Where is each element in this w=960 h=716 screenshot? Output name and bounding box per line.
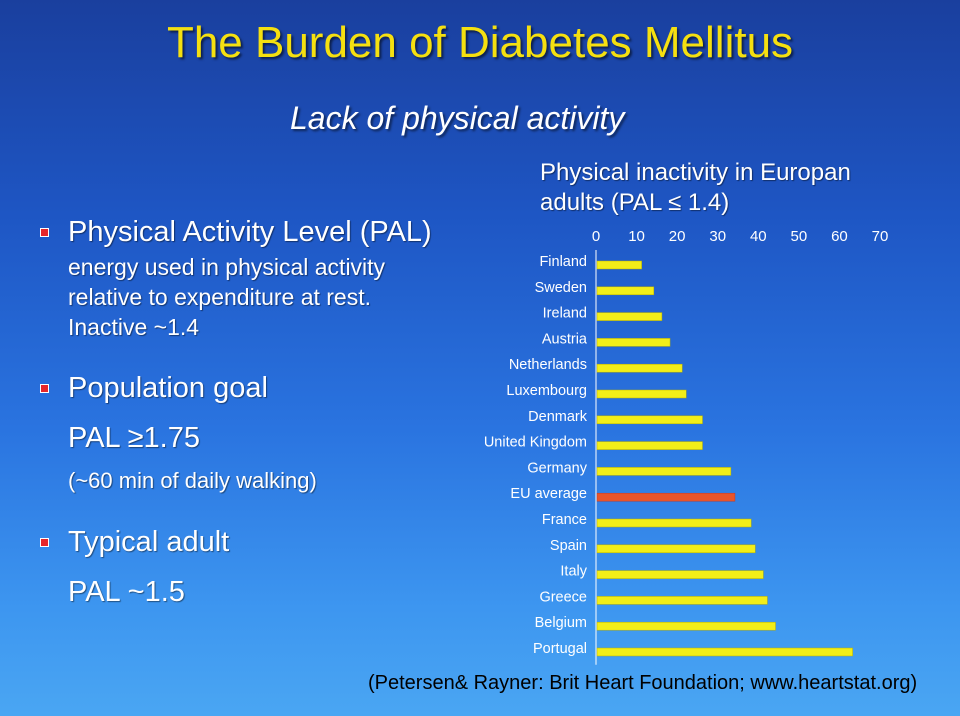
bar <box>596 518 752 528</box>
bar <box>596 441 703 450</box>
category-label: Germany <box>527 460 587 476</box>
category-label: Sweden <box>535 280 587 296</box>
category-label: France <box>542 512 587 528</box>
category-label: Greece <box>539 589 587 605</box>
bullet-icon <box>40 384 49 393</box>
category-label: Portugal <box>533 641 587 657</box>
x-tick-label: 0 <box>592 228 600 245</box>
x-tick-label: 40 <box>750 228 767 245</box>
x-tick-label: 50 <box>791 228 808 245</box>
bar <box>596 338 671 347</box>
pal-heading: Physical Activity Level (PAL) <box>68 216 432 248</box>
bar <box>596 415 703 425</box>
pal-description-1: energy used in physical activity <box>68 254 386 280</box>
x-tick-label: 20 <box>669 228 686 245</box>
category-label: Denmark <box>528 409 588 425</box>
slide-title: The Burden of Diabetes Mellitus <box>166 18 794 67</box>
bar <box>596 596 768 605</box>
category-label: Belgium <box>535 615 587 631</box>
bar <box>596 363 683 373</box>
bar <box>596 312 663 321</box>
adult-value: PAL ~1.5 <box>68 576 185 608</box>
slide-subtitle: Lack of physical activity <box>290 100 625 136</box>
bullet-icon <box>40 538 49 547</box>
category-label: Finland <box>539 254 587 270</box>
bar <box>596 467 732 476</box>
citation: (Petersen& Rayner: Brit Heart Foundation… <box>368 672 918 694</box>
bar <box>596 544 756 554</box>
chart-title-line-1: Physical inactivity in Europan <box>540 159 851 186</box>
x-tick-label: 10 <box>628 228 645 245</box>
category-label: Spain <box>550 538 587 554</box>
x-tick-label: 30 <box>709 228 726 245</box>
adult-heading: Typical adult <box>68 526 230 558</box>
goal-note: (~60 min of daily walking) <box>68 468 317 493</box>
category-label: Ireland <box>543 306 587 322</box>
goal-heading: Population goal <box>68 372 268 404</box>
bar <box>596 286 655 296</box>
chart-title-line-2: adults (PAL ≤ 1.4) <box>540 189 730 216</box>
pal-description-2: relative to expenditure at rest. <box>68 284 371 310</box>
category-label: Netherlands <box>509 357 587 373</box>
bar <box>596 647 853 657</box>
bar <box>596 389 687 399</box>
bar <box>596 621 776 631</box>
bar <box>596 570 764 579</box>
x-tick-label: 60 <box>831 228 848 245</box>
category-label: EU average <box>510 486 587 502</box>
category-label: Austria <box>542 331 588 347</box>
x-tick-label: 70 <box>872 228 889 245</box>
category-label: Italy <box>560 564 587 580</box>
category-label: United Kingdom <box>484 435 587 451</box>
goal-value: PAL ≥1.75 <box>68 422 201 454</box>
pal-description-3: Inactive ~1.4 <box>68 314 200 340</box>
bar-eu-average <box>596 492 736 502</box>
category-label: Luxembourg <box>506 383 587 399</box>
bullet-icon <box>40 228 49 237</box>
bar <box>596 260 642 270</box>
chart-title: Physical inactivity in Europan adults (P… <box>540 158 851 218</box>
